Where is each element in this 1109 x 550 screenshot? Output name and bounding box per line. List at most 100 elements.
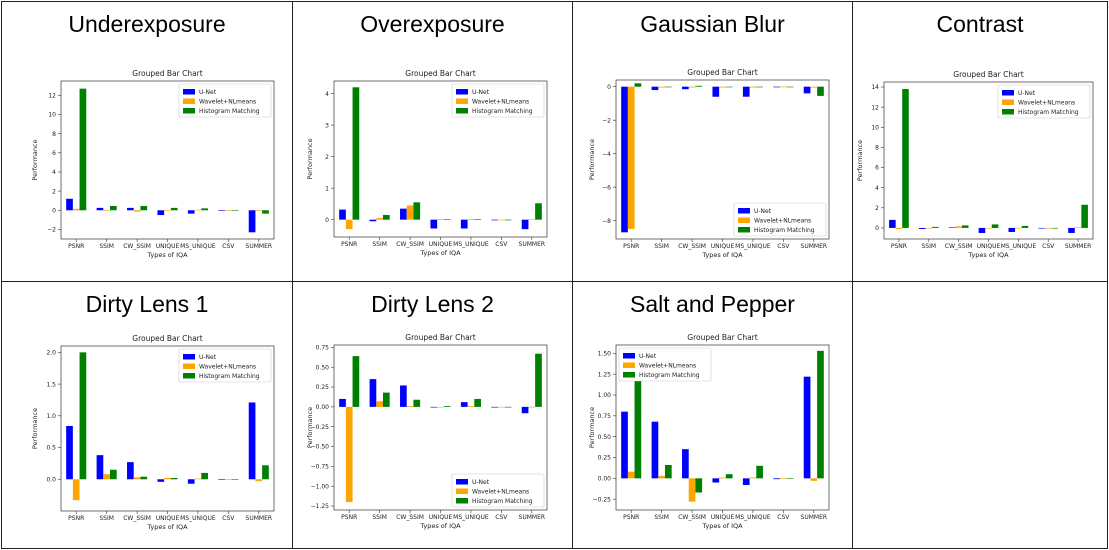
panel-salt-and-pepper: Salt and Pepper Grouped Bar Chart PSNR SSI… bbox=[572, 281, 853, 549]
bar bbox=[1081, 205, 1088, 228]
bar bbox=[896, 228, 903, 229]
legend-swatch bbox=[183, 99, 195, 105]
x-tick-label: CSV bbox=[777, 514, 790, 521]
y-tick-label: 2 bbox=[325, 154, 329, 161]
x-tick-label: UNIQUE bbox=[977, 243, 1001, 250]
y-tick-label: 1.50 bbox=[598, 351, 612, 358]
x-tick-label: UNIQUE bbox=[429, 241, 453, 248]
bar bbox=[103, 210, 110, 211]
x-tick-label: SUMMER bbox=[1065, 243, 1092, 250]
bar bbox=[756, 466, 763, 479]
x-tick-label: MS_UNIQUE bbox=[735, 514, 771, 521]
bar bbox=[195, 479, 202, 480]
legend-entry: Wavelet+NLmeans bbox=[1018, 100, 1075, 107]
bar bbox=[430, 220, 437, 229]
legend-swatch bbox=[738, 218, 750, 224]
y-tick-label: 0.75 bbox=[316, 345, 330, 352]
bar bbox=[249, 402, 256, 479]
grouped-bar-chart: Grouped Bar Chart PSNR SSIM CW_SSIM UNIQUE MS… bbox=[2, 282, 294, 550]
x-axis-label: Types of IQA bbox=[146, 251, 188, 259]
y-tick-label: 0.50 bbox=[598, 434, 612, 441]
bar bbox=[695, 478, 702, 492]
bar bbox=[926, 228, 933, 229]
grouped-bar-chart: Grouped Bar Chart PSNR SSIM CW_SSIM UNIQUE MS… bbox=[853, 2, 1109, 283]
bar bbox=[719, 478, 726, 479]
bar bbox=[955, 226, 962, 228]
bar bbox=[682, 449, 689, 478]
x-tick-label: SUMMER bbox=[519, 241, 546, 248]
legend: U-Net Wavelet+NLmeans Histogram Matching bbox=[179, 349, 271, 382]
bar bbox=[780, 87, 787, 88]
y-tick-label: 1.00 bbox=[598, 392, 612, 399]
y-tick-label: 0.0 bbox=[46, 476, 56, 483]
chart-title: Grouped Bar Chart bbox=[132, 69, 202, 78]
bar bbox=[437, 219, 444, 220]
bar bbox=[498, 220, 505, 221]
y-tick-label: 4 bbox=[875, 185, 879, 192]
y-tick-label: −0.25 bbox=[593, 496, 612, 503]
bar bbox=[1038, 228, 1045, 229]
legend-swatch bbox=[1002, 90, 1014, 96]
x-tick-label: SSIM bbox=[921, 243, 936, 250]
y-tick-label: 1.0 bbox=[46, 413, 56, 420]
legend-entry: Histogram Matching bbox=[199, 373, 260, 380]
y-axis-label: Performance bbox=[306, 407, 314, 448]
legend-swatch bbox=[623, 363, 635, 369]
y-tick-label: −2 bbox=[602, 117, 611, 124]
y-tick-label: 2.0 bbox=[46, 350, 56, 357]
x-tick-label: CSV bbox=[495, 514, 508, 521]
x-tick-label: CW_SSIM bbox=[396, 241, 424, 248]
bar bbox=[1045, 228, 1052, 229]
bar bbox=[498, 407, 505, 408]
x-tick-label: SUMMER bbox=[519, 514, 546, 521]
bar bbox=[719, 87, 726, 88]
bar bbox=[756, 87, 763, 88]
legend-swatch bbox=[1002, 109, 1014, 115]
chart-title: Grouped Bar Chart bbox=[687, 333, 757, 342]
bar bbox=[919, 228, 926, 229]
x-tick-label: CSV bbox=[222, 515, 235, 522]
x-tick-label: PSNR bbox=[68, 243, 84, 250]
panel-gaussian-blur: Gaussian Blur Grouped Bar Chart PSNR SSIM C… bbox=[572, 1, 853, 282]
bar bbox=[218, 210, 225, 211]
x-tick-label: PSNR bbox=[341, 241, 357, 248]
bar bbox=[407, 205, 414, 219]
legend: U-Net Wavelet+NLmeans Histogram Matching bbox=[998, 85, 1090, 118]
bar bbox=[743, 87, 750, 97]
bar bbox=[134, 477, 141, 479]
y-tick-label: 8 bbox=[52, 131, 56, 138]
x-tick-label: CW_SSIM bbox=[396, 514, 424, 521]
y-tick-label: 0 bbox=[875, 225, 879, 232]
y-tick-label: 0 bbox=[325, 217, 329, 224]
x-axis-label: Types of IQA bbox=[146, 523, 188, 531]
bar bbox=[346, 220, 353, 229]
bar bbox=[376, 218, 383, 220]
bar bbox=[110, 206, 117, 210]
bar bbox=[188, 210, 195, 213]
x-tick-label: SSIM bbox=[99, 515, 114, 522]
y-axis-label: Performance bbox=[306, 138, 314, 179]
bar bbox=[804, 377, 811, 479]
legend-entry: Histogram Matching bbox=[472, 498, 533, 505]
bar bbox=[164, 210, 171, 211]
y-tick-label: −1.00 bbox=[311, 483, 330, 490]
bar bbox=[712, 478, 719, 482]
panel-overexposure: Overexposure Grouped Bar Chart PSNR SSIM CW… bbox=[292, 1, 573, 282]
bar bbox=[932, 227, 939, 228]
legend-swatch bbox=[456, 479, 468, 485]
x-tick-label: CW_SSIM bbox=[678, 243, 706, 250]
y-tick-label: −6 bbox=[602, 184, 611, 191]
bar bbox=[188, 479, 195, 483]
bar bbox=[689, 478, 696, 501]
bar bbox=[468, 219, 475, 220]
y-tick-label: 1.5 bbox=[46, 381, 56, 388]
legend-swatch bbox=[183, 364, 195, 370]
bar bbox=[750, 478, 757, 479]
y-tick-label: 4 bbox=[52, 169, 56, 176]
bar bbox=[773, 478, 780, 479]
bar bbox=[370, 379, 377, 407]
x-tick-label: PSNR bbox=[623, 514, 639, 521]
legend-swatch bbox=[456, 489, 468, 495]
bar bbox=[528, 407, 535, 408]
bar bbox=[621, 87, 628, 233]
